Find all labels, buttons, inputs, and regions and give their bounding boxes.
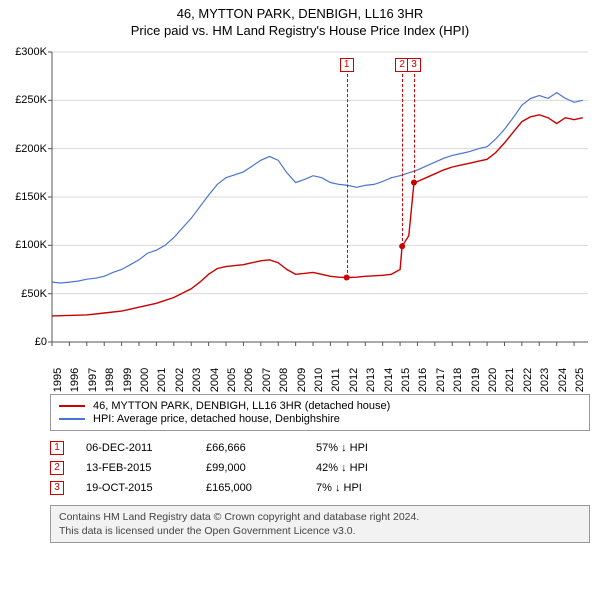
event-marker-box: 1 [50, 441, 64, 455]
legend-box: 46, MYTTON PARK, DENBIGH, LL16 3HR (deta… [50, 394, 590, 431]
y-axis-label: £0 [7, 336, 47, 348]
legend-swatch [59, 405, 85, 407]
x-axis-label: 2019 [470, 368, 482, 392]
event-hpi: 7% ↓ HPI [316, 482, 590, 494]
x-axis-label: 2020 [487, 368, 499, 392]
chart-svg [10, 46, 590, 386]
x-axis-label: 2003 [191, 368, 203, 392]
x-axis-label: 2006 [243, 368, 255, 392]
marker-line [347, 74, 348, 278]
x-axis-label: 2000 [139, 368, 151, 392]
x-axis-label: 2012 [348, 368, 360, 392]
x-axis-label: 2014 [383, 368, 395, 392]
marker-line [414, 74, 415, 183]
y-axis-label: £200K [7, 143, 47, 155]
x-axis-label: 2021 [504, 368, 516, 392]
legend-label: HPI: Average price, detached house, Denb… [93, 413, 340, 425]
x-axis-label: 2008 [278, 368, 290, 392]
x-axis-label: 2007 [261, 368, 273, 392]
x-axis-label: 1996 [69, 368, 81, 392]
event-marker-box: 3 [50, 481, 64, 495]
event-hpi: 57% ↓ HPI [316, 442, 590, 454]
x-axis-label: 2018 [452, 368, 464, 392]
footer-line: Contains HM Land Registry data © Crown c… [59, 510, 581, 524]
legend-row: 46, MYTTON PARK, DENBIGH, LL16 3HR (deta… [59, 400, 581, 412]
footer-box: Contains HM Land Registry data © Crown c… [50, 505, 590, 543]
legend-swatch [59, 418, 85, 420]
events-list: 1 06-DEC-2011 £66,666 57% ↓ HPI 2 13-FEB… [50, 441, 590, 495]
event-price: £99,000 [206, 462, 316, 474]
event-marker-box: 2 [50, 461, 64, 475]
marker-line [402, 74, 403, 246]
y-axis-label: £250K [7, 94, 47, 106]
footer-line: This data is licensed under the Open Gov… [59, 524, 581, 538]
y-axis-label: £50K [7, 288, 47, 300]
x-axis-label: 2001 [156, 368, 168, 392]
chart-area: £0£50K£100K£150K£200K£250K£300K199519961… [10, 46, 590, 386]
x-axis-label: 1997 [87, 368, 99, 392]
event-date: 13-FEB-2015 [86, 462, 206, 474]
x-axis-label: 1999 [122, 368, 134, 392]
chart-title: 46, MYTTON PARK, DENBIGH, LL16 3HR [10, 6, 590, 21]
legend-label: 46, MYTTON PARK, DENBIGH, LL16 3HR (deta… [93, 400, 390, 412]
event-row: 1 06-DEC-2011 £66,666 57% ↓ HPI [50, 441, 590, 455]
marker-box: 1 [340, 58, 354, 72]
y-axis-label: £150K [7, 191, 47, 203]
x-axis-label: 2017 [435, 368, 447, 392]
event-price: £66,666 [206, 442, 316, 454]
x-axis-label: 2025 [574, 368, 586, 392]
event-price: £165,000 [206, 482, 316, 494]
y-axis-label: £300K [7, 46, 47, 58]
chart-subtitle: Price paid vs. HM Land Registry's House … [10, 23, 590, 38]
event-date: 06-DEC-2011 [86, 442, 206, 454]
x-axis-label: 1998 [104, 368, 116, 392]
event-row: 2 13-FEB-2015 £99,000 42% ↓ HPI [50, 461, 590, 475]
x-axis-label: 2005 [226, 368, 238, 392]
x-axis-label: 2022 [522, 368, 534, 392]
x-axis-label: 2009 [296, 368, 308, 392]
x-axis-label: 2016 [417, 368, 429, 392]
event-row: 3 19-OCT-2015 £165,000 7% ↓ HPI [50, 481, 590, 495]
x-axis-label: 2002 [174, 368, 186, 392]
x-axis-label: 2023 [539, 368, 551, 392]
x-axis-label: 2015 [400, 368, 412, 392]
y-axis-label: £100K [7, 239, 47, 251]
x-axis-label: 2024 [557, 368, 569, 392]
marker-box: 3 [407, 58, 421, 72]
event-date: 19-OCT-2015 [86, 482, 206, 494]
x-axis-label: 2010 [313, 368, 325, 392]
x-axis-label: 2004 [209, 368, 221, 392]
x-axis-label: 2011 [330, 368, 342, 392]
legend-row: HPI: Average price, detached house, Denb… [59, 413, 581, 425]
chart-container: 46, MYTTON PARK, DENBIGH, LL16 3HR Price… [0, 0, 600, 551]
x-axis-label: 2013 [365, 368, 377, 392]
x-axis-label: 1995 [52, 368, 64, 392]
event-hpi: 42% ↓ HPI [316, 462, 590, 474]
